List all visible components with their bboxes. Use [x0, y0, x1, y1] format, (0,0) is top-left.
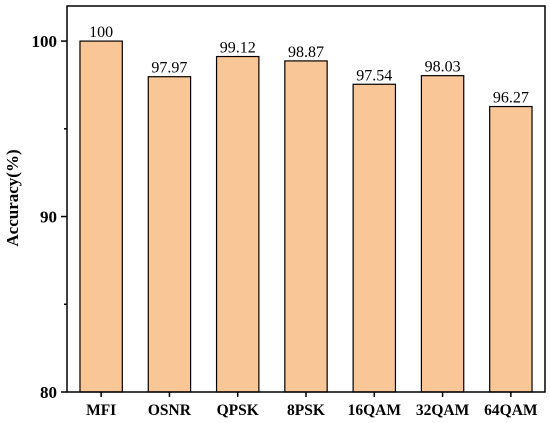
plot-frame — [66, 5, 546, 393]
bar-osnr — [147, 76, 192, 393]
data-label-qpsk: 99.12 — [220, 40, 256, 57]
y-tick-label-90: 90 — [40, 208, 57, 227]
x-tick-label-osnr: OSNR — [148, 402, 192, 419]
data-label-osnr: 97.97 — [151, 60, 187, 77]
x-tick-label-64qam: 64QAM — [484, 402, 538, 419]
y-tick-label-80: 80 — [40, 383, 57, 402]
x-tick-label-qpsk: QPSK — [217, 402, 259, 419]
bar-32qam — [420, 75, 465, 393]
data-label-32qam: 98.03 — [425, 59, 461, 76]
bar-16qam — [352, 83, 397, 393]
bar-64qam — [489, 105, 533, 393]
plot-area: 100 MFI 97.97 OSNR 99.12 QPSK 98.87 8PSK 97.54 16… — [32, 5, 546, 419]
bar-qpsk — [215, 55, 260, 393]
data-label-mfi: 100 — [89, 24, 113, 41]
y-tick-label-100: 100 — [32, 32, 58, 51]
bar-mfi — [79, 40, 123, 393]
bar-8psk — [284, 60, 328, 393]
x-tick-label-32qam: 32QAM — [416, 402, 470, 419]
data-label-16qam: 97.54 — [356, 67, 392, 84]
x-tick-label-16qam: 16QAM — [348, 402, 402, 419]
data-label-8psk: 98.87 — [288, 44, 324, 61]
y-axis-label: Accuracy(%) — [3, 149, 22, 246]
x-tick-label-8psk: 8PSK — [287, 402, 325, 419]
x-tick-label-mfi: MFI — [86, 402, 116, 419]
data-label-64qam: 96.27 — [493, 90, 529, 107]
